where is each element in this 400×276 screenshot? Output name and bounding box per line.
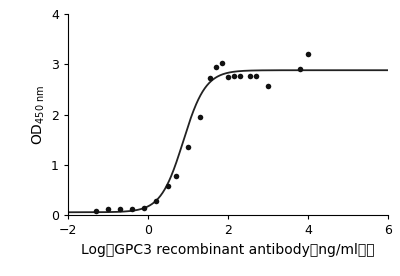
Point [153,199,159,203]
Point [253,73,259,78]
Point [129,206,135,211]
Point [265,84,271,88]
Point [219,61,225,65]
Point [173,174,179,178]
X-axis label: Log（GPC3 recombinant antibody（ng/ml））: Log（GPC3 recombinant antibody（ng/ml）） [81,243,375,257]
Point [117,207,123,211]
Point [213,65,219,69]
Point [247,73,253,78]
Point [93,209,99,213]
Point [225,75,231,79]
Point [197,115,203,119]
Point [305,52,311,56]
Point [237,73,243,78]
Point [141,206,147,210]
Y-axis label: OD$_{450\ \rm nm}$: OD$_{450\ \rm nm}$ [30,84,47,145]
Point [231,73,237,78]
Point [185,145,191,150]
Point [165,184,171,188]
Point [207,76,213,81]
Point [297,67,303,71]
Point [105,207,111,211]
